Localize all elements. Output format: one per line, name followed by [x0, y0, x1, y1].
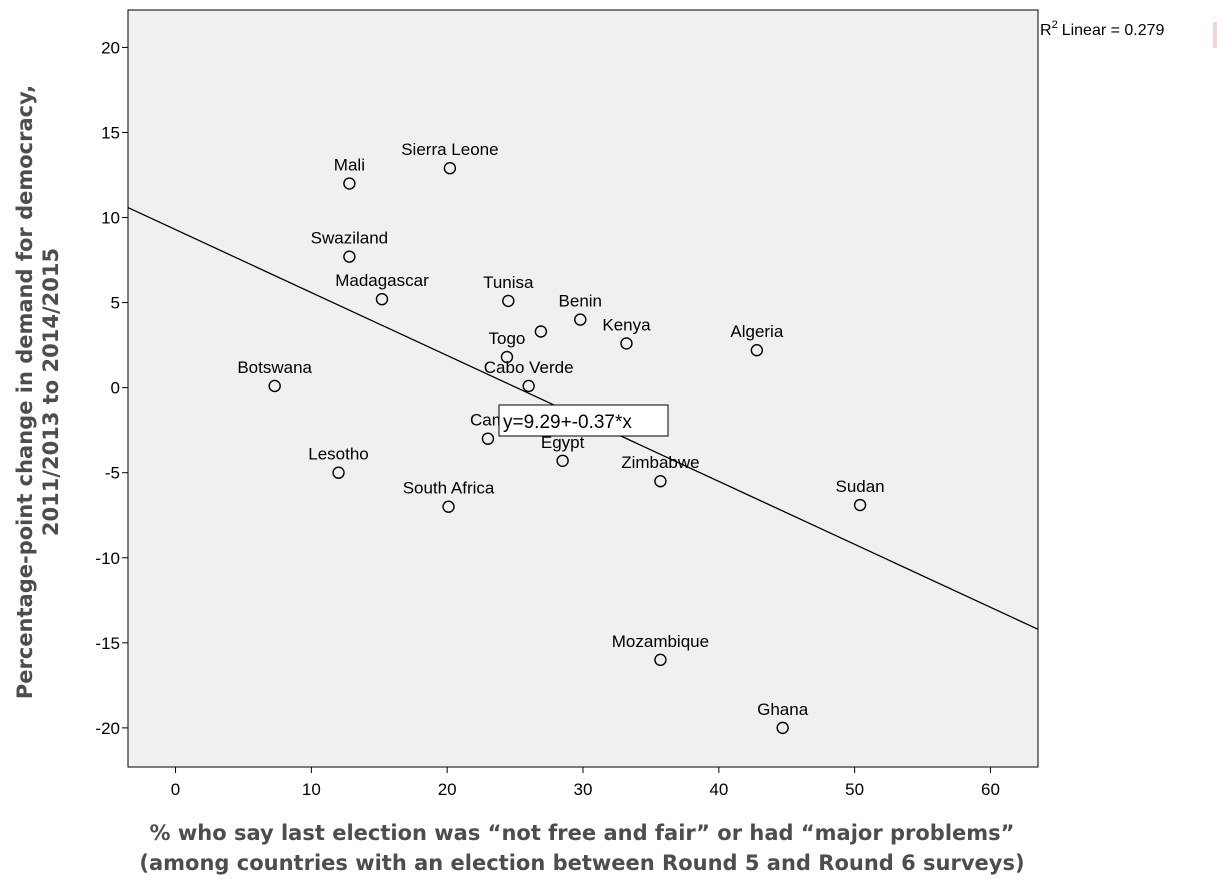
data-point	[500, 350, 514, 364]
plot-area	[127, 9, 1039, 768]
point-label: Egypt	[541, 433, 585, 452]
point-label: Botswana	[237, 358, 312, 377]
data-point	[776, 721, 789, 735]
x-axis: 0 10 20 30 40 50 60	[171, 767, 1000, 799]
y-tick-label: 0	[111, 379, 120, 398]
y-tick-label: 10	[101, 209, 120, 228]
point-label: Sierra Leone	[401, 140, 498, 159]
y-tick-label: -5	[105, 464, 120, 483]
x-tick-label: 20	[438, 780, 457, 799]
point-label: Kenya	[602, 315, 651, 334]
point-label: Lesotho	[308, 445, 369, 464]
data-point	[442, 500, 455, 513]
data-point	[620, 337, 633, 350]
data-point	[375, 292, 389, 306]
y-tick-label: -15	[95, 634, 120, 653]
data-point	[750, 344, 764, 357]
data-point	[343, 250, 356, 263]
point-label: Sudan	[835, 477, 884, 496]
r2-superscript: 2	[1052, 19, 1058, 31]
r2-label: R2 Linear = 0.279	[1040, 19, 1165, 39]
y-tick-label: 5	[111, 294, 120, 313]
point-label: Togo	[489, 329, 526, 348]
x-tick-label: 40	[709, 780, 728, 799]
point-label: Cabo Verde	[484, 358, 574, 377]
point-label: Zimbabwe	[621, 453, 699, 472]
x-tick-label: 50	[845, 780, 864, 799]
data-point	[654, 653, 667, 667]
edge-mark	[1213, 22, 1217, 48]
data-point	[268, 379, 281, 393]
x-tick-label: 30	[574, 780, 593, 799]
data-point	[332, 466, 345, 479]
r2-value: Linear = 0.279	[1062, 22, 1165, 39]
point-label: Mozambique	[612, 632, 709, 651]
data-point	[654, 475, 667, 488]
x-axis-title-line2: (among countries with an election betwee…	[139, 851, 1024, 875]
data-points	[268, 162, 867, 735]
point-label: Mali	[334, 156, 365, 175]
data-point	[534, 325, 548, 338]
y-axis-title-line2: 2011/2013 to 2014/2015	[39, 248, 63, 536]
x-axis-title-line1: % who say last election was “not free an…	[150, 821, 1015, 845]
equation-box	[498, 404, 669, 437]
y-axis: 20 15 10 5 0 -5 -10 -15 -20	[95, 38, 128, 738]
x-tick-label: 60	[981, 780, 1000, 799]
equation-label: y=9.29+-0.37*x	[503, 412, 632, 433]
x-tick-label: 0	[171, 780, 180, 799]
data-point	[853, 498, 867, 512]
y-tick-label: -10	[95, 549, 120, 568]
y-tick-label: -20	[95, 719, 120, 738]
point-label: South Africa	[403, 479, 495, 498]
point-labels: Mali Sierra Leone Swaziland Madagascar Tunis…	[237, 140, 884, 719]
r2-prefix: R	[1040, 22, 1052, 39]
data-point	[481, 432, 495, 445]
point-label: Swaziland	[311, 229, 389, 248]
point-label: Benin	[559, 292, 602, 311]
point-label: Cam	[470, 411, 506, 430]
point-label: Tunisa	[483, 273, 534, 292]
data-point	[522, 379, 535, 393]
data-point	[556, 454, 569, 467]
point-label: Algeria	[730, 322, 783, 341]
data-point	[502, 294, 515, 308]
data-point	[574, 313, 587, 326]
y-tick-label: 15	[101, 123, 120, 142]
point-label: Ghana	[757, 700, 809, 719]
data-point	[443, 162, 457, 175]
point-label: Madagascar	[335, 271, 429, 290]
x-tick-label: 10	[302, 780, 321, 799]
y-axis-title-line1: Percentage-point change in demand for de…	[13, 85, 37, 699]
y-tick-label: 20	[101, 38, 120, 57]
data-point	[343, 177, 356, 190]
